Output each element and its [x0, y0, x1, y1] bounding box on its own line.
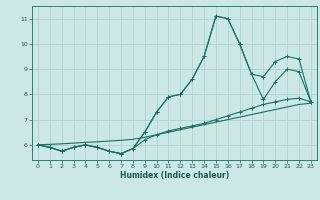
X-axis label: Humidex (Indice chaleur): Humidex (Indice chaleur) — [120, 171, 229, 180]
